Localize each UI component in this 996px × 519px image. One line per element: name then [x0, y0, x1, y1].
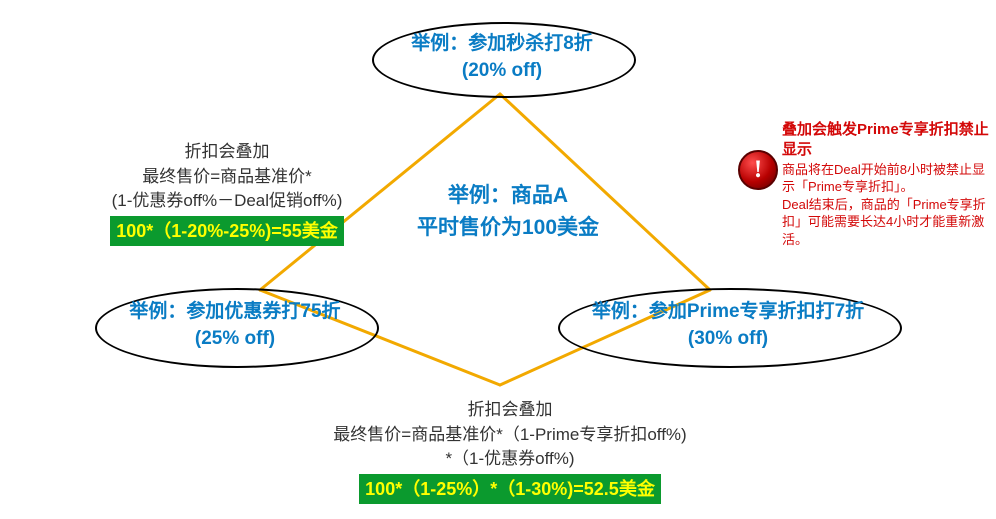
node-left-line1: 举例：参加优惠券打75折 — [95, 299, 375, 326]
calc-left-line1: 折扣会叠加 — [72, 140, 382, 165]
calc-bottom-line3: *（1-优惠券off%) — [300, 447, 720, 472]
calc-bottom-line2: 最终售价=商品基准价*（1-Prime专享折扣off%) — [300, 423, 720, 448]
warning-glyph: ! — [754, 156, 762, 184]
center-label: 举例：商品A 平时售价为100美金 — [398, 180, 618, 243]
calc-bottom: 折扣会叠加 最终售价=商品基准价*（1-Prime专享折扣off%) *（1-优… — [300, 398, 720, 504]
warning-title: 叠加会触发Prime专享折扣禁止显示 — [782, 120, 990, 161]
node-top-line1: 举例：参加秒杀打8折 — [372, 31, 632, 58]
node-right-line1: 举例：参加Prime专享折扣打7折 — [558, 299, 898, 326]
calc-left-line2: 最终售价=商品基准价* — [72, 165, 382, 190]
warning-text: 叠加会触发Prime专享折扣禁止显示 商品将在Deal开始前8小时被禁止显示「P… — [782, 120, 990, 248]
node-right-line2: (30% off) — [558, 326, 898, 353]
node-left-line2: (25% off) — [95, 326, 375, 353]
calc-bottom-line1: 折扣会叠加 — [300, 398, 720, 423]
warning-icon: ! — [738, 150, 778, 190]
diagram-canvas: 举例：参加秒杀打8折 (20% off) 举例：参加优惠券打75折 (25% o… — [0, 0, 996, 519]
calc-left-line3: (1-优惠券off%－Deal促销off%) — [72, 189, 382, 214]
calc-bottom-highlight: 100*（1-25%）*（1-30%)=52.5美金 — [359, 474, 661, 504]
node-top-line2: (20% off) — [372, 58, 632, 85]
warning-body-2: Deal结束后，商品的「Prime专享折扣」可能需要长达4小时才能重新激活。 — [782, 196, 990, 249]
calc-left-highlight: 100*（1-20%-25%)=55美金 — [110, 216, 344, 246]
center-line2: 平时售价为100美金 — [398, 212, 618, 244]
center-line1: 举例：商品A — [398, 180, 618, 212]
node-left-label: 举例：参加优惠券打75折 (25% off) — [95, 299, 375, 352]
warning-body-1: 商品将在Deal开始前8小时被禁止显示「Prime专享折扣」。 — [782, 161, 990, 196]
calc-left: 折扣会叠加 最终售价=商品基准价* (1-优惠券off%－Deal促销off%)… — [72, 140, 382, 246]
node-right-label: 举例：参加Prime专享折扣打7折 (30% off) — [558, 299, 898, 352]
node-top-label: 举例：参加秒杀打8折 (20% off) — [372, 31, 632, 84]
